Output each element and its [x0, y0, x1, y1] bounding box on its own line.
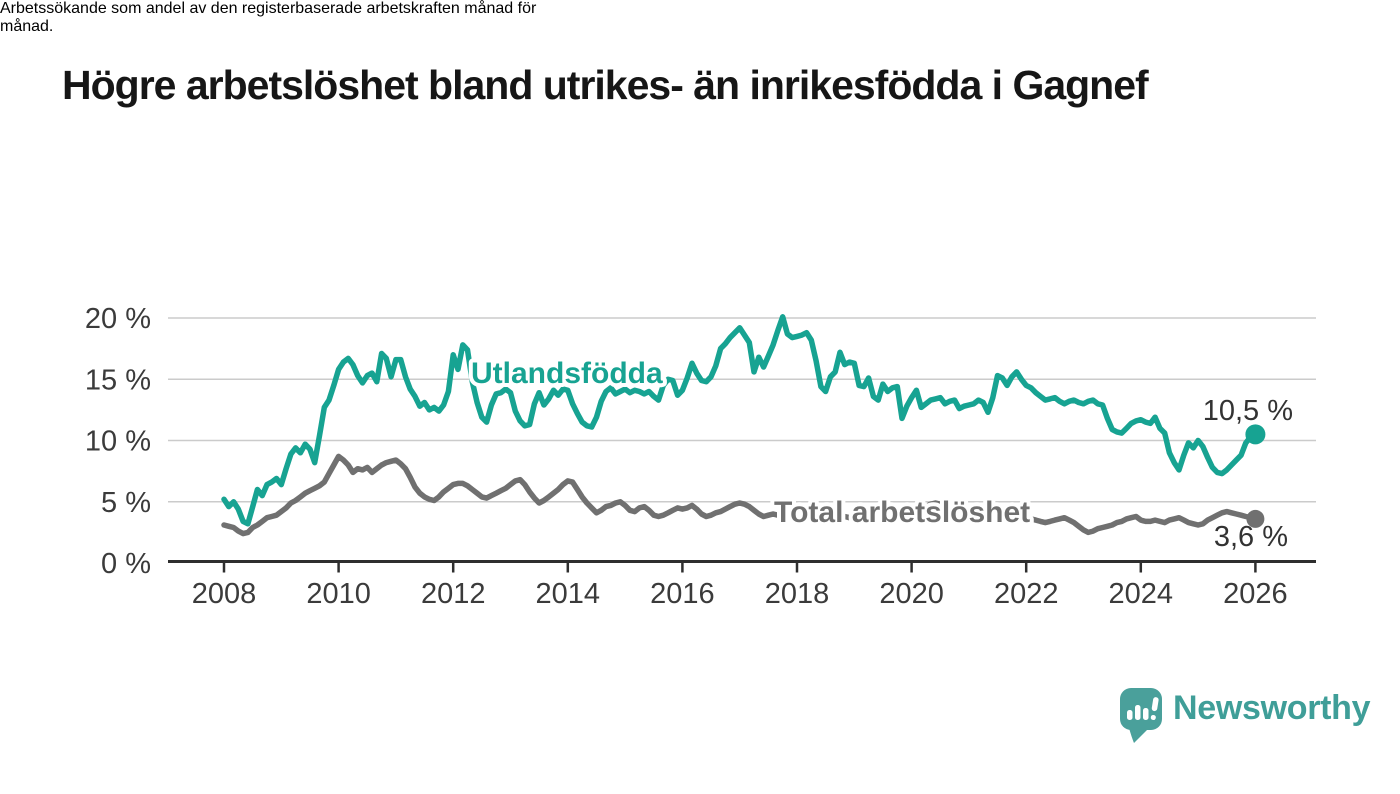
y-tick-label: 0 %: [101, 548, 151, 580]
series-line-total: [221, 453, 1259, 537]
newsworthy-logo: Newsworthy: [1118, 686, 1371, 744]
x-tick-label: 2024: [1109, 578, 1174, 610]
x-tick-label: 2016: [650, 578, 715, 610]
series-label-utlandsfodda: Utlandsfödda: [471, 357, 663, 390]
page-title: Högre arbetslöshet bland utrikes- än inr…: [62, 62, 1149, 108]
series-end-dot-total: [1246, 509, 1265, 528]
x-tick-label: 2018: [765, 578, 830, 610]
series-end-dot-utlandsfodda: [1245, 424, 1266, 445]
end-value-label-utlandsfodda: 10,5 %: [1203, 395, 1293, 427]
x-tick-label: 2010: [306, 578, 371, 610]
x-tick-label: 2014: [536, 578, 601, 610]
series-line-utlandsfodda: [221, 314, 1259, 527]
x-tick-label: 2012: [421, 578, 486, 610]
newsworthy-logo-text: Newsworthy: [1173, 689, 1371, 727]
x-tick-label: 2022: [994, 578, 1059, 610]
series-label-total: Total arbetslöshet: [774, 496, 1030, 529]
chart-subtitle-line: Arbetssökande som andel av den registerb…: [0, 0, 537, 17]
x-tick-label: 2008: [192, 578, 257, 610]
y-tick-label: 20 %: [85, 303, 151, 335]
y-tick-label: 15 %: [85, 364, 151, 396]
y-tick-label: 5 %: [101, 487, 151, 519]
x-tick-label: 2020: [879, 578, 944, 610]
end-value-label-total: 3,6 %: [1214, 521, 1288, 553]
y-tick-label: 10 %: [85, 426, 151, 458]
x-tick-label: 2026: [1223, 578, 1288, 610]
chart-subtitle-line: månad.: [0, 18, 54, 35]
newsworthy-logo-icon: [1120, 688, 1162, 743]
